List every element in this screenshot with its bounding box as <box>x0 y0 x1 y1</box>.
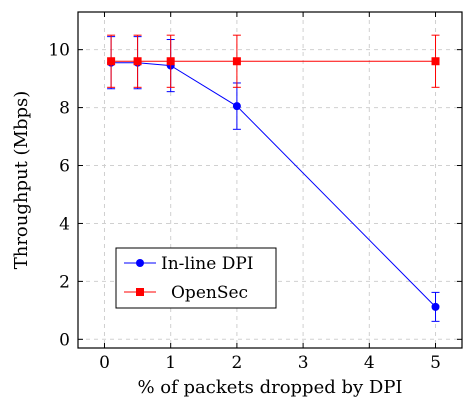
plot-frame <box>77 11 463 349</box>
data-point-opensec <box>431 57 440 66</box>
x-axis-label: % of packets dropped by DPI <box>137 377 402 398</box>
ticks: 0 1 2 3 4 5 0 2 4 6 8 10 <box>48 12 462 373</box>
data-point-opensec <box>133 57 142 66</box>
y-tick-label: 8 <box>59 99 70 119</box>
data-point-in-line-dpi <box>232 102 241 111</box>
data-point-opensec <box>232 57 241 66</box>
legend-marker-opensec <box>136 288 144 296</box>
y-tick-label: 0 <box>59 330 70 350</box>
legend-box <box>115 247 277 309</box>
data-point-in-line-dpi <box>431 302 440 311</box>
y-tick-label: 10 <box>48 41 70 61</box>
series-opensec <box>107 34 440 88</box>
legend-label-opensec: OpenSec <box>171 283 248 303</box>
series-layer <box>107 34 440 322</box>
data-point-opensec <box>166 57 175 66</box>
y-tick-label: 4 <box>59 214 70 234</box>
x-tick-label: 0 <box>99 353 110 373</box>
x-tick-label: 3 <box>298 353 309 373</box>
y-axis-label: Throughput (Mbps) <box>11 91 32 270</box>
x-tick-label: 2 <box>231 353 242 373</box>
legend-marker-inline-dpi <box>136 259 144 267</box>
x-tick-label: 4 <box>364 353 375 373</box>
legend: In-line DPI OpenSec <box>115 247 277 309</box>
legend-label-inline-dpi: In-line DPI <box>161 254 253 274</box>
y-tick-label: 6 <box>59 157 70 177</box>
data-point-opensec <box>107 57 116 66</box>
x-tick-label: 5 <box>430 353 441 373</box>
y-tick-label: 2 <box>59 272 70 292</box>
x-tick-label: 1 <box>165 353 176 373</box>
